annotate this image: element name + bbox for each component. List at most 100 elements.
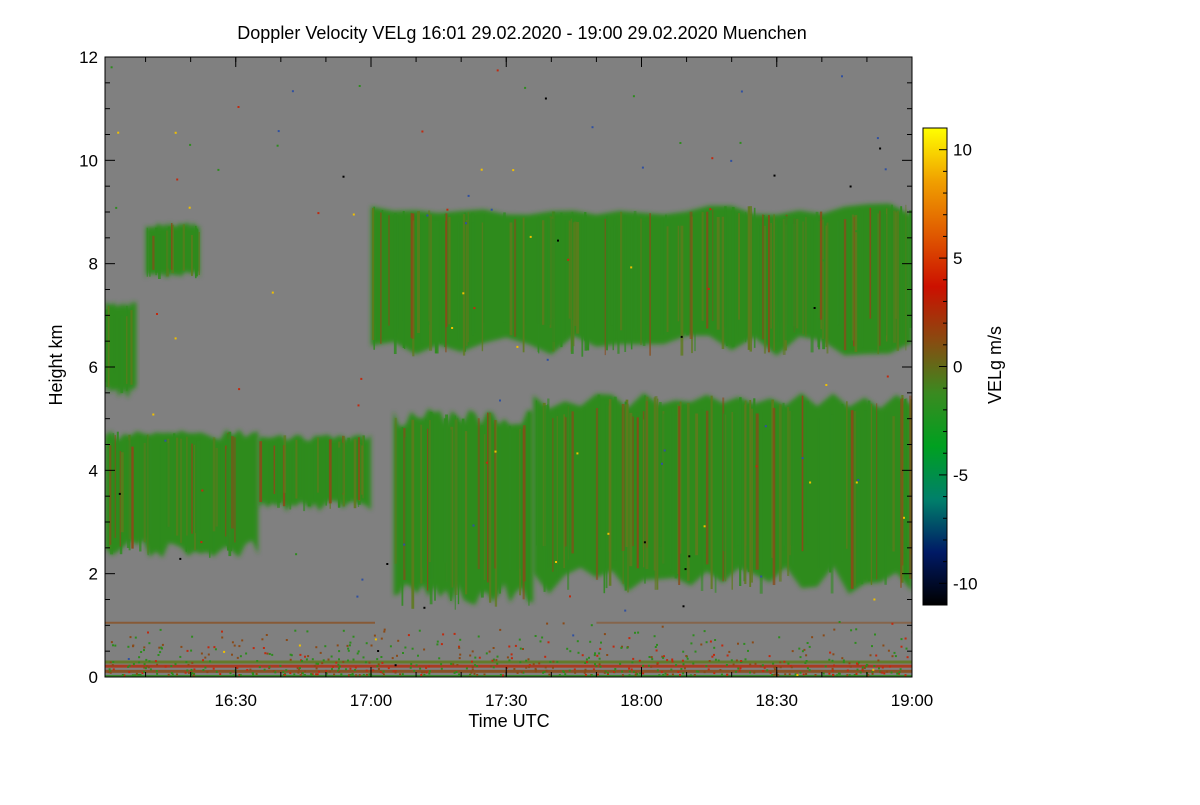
clutter-dot — [534, 670, 537, 673]
clutter-dot — [170, 665, 173, 668]
noise-dot — [115, 206, 118, 209]
echo-streak — [810, 219, 814, 353]
echo-streak — [645, 396, 649, 569]
clutter-dot — [315, 662, 318, 665]
clutter-dot — [138, 656, 141, 659]
clutter-dot — [139, 673, 142, 676]
clutter-dot — [232, 674, 235, 677]
echo-streak — [139, 436, 142, 552]
clutter-dot — [231, 641, 234, 644]
noise-dot — [557, 239, 559, 242]
echo-streak — [209, 439, 211, 558]
clutter-dot — [332, 665, 334, 668]
noise-dot — [403, 543, 406, 546]
clutter-dot — [285, 669, 288, 672]
noise-dot — [872, 668, 875, 671]
clutter-dot — [737, 667, 740, 670]
clutter-dot — [768, 655, 771, 658]
echo-streak — [381, 210, 384, 339]
echo-streak — [118, 318, 120, 388]
clutter-dot — [519, 647, 522, 650]
clutter-dot — [598, 652, 601, 655]
echo-streak — [806, 401, 809, 545]
clutter-dot — [654, 646, 657, 648]
echo-streak — [805, 216, 807, 337]
echo-streak — [120, 452, 124, 533]
y-tick-label: 2 — [89, 565, 98, 584]
echo-streak — [825, 225, 828, 348]
clutter-dot — [261, 638, 264, 641]
clutter-dot — [833, 664, 835, 667]
echo-streak — [584, 215, 587, 351]
plot-area — [104, 56, 913, 678]
clutter-dot — [111, 664, 114, 667]
clutter-dot — [787, 662, 790, 665]
clutter-dot — [863, 667, 866, 669]
clutter-dot — [496, 655, 499, 658]
echo-streak — [886, 208, 888, 342]
clutter-dot — [842, 659, 845, 662]
clutter-dot — [241, 639, 244, 642]
echo-streak — [535, 400, 538, 546]
clutter-dot — [394, 671, 397, 674]
clutter-dot — [651, 658, 654, 661]
echo-streak — [879, 210, 881, 346]
echo-streak — [695, 413, 699, 556]
echo-streak — [784, 216, 788, 341]
clutter-dot — [893, 651, 896, 654]
clutter-dot — [365, 669, 368, 672]
clutter-dot — [574, 671, 577, 674]
echo-streak — [313, 441, 315, 502]
clutter-dot — [376, 658, 379, 661]
noise-dot — [189, 143, 192, 146]
echo-streak — [402, 211, 405, 348]
clutter-dot — [137, 673, 140, 676]
echo-streak — [457, 422, 460, 605]
echo-streak — [905, 398, 908, 547]
clutter-dot — [811, 636, 814, 639]
echo-streak — [568, 220, 571, 319]
clutter-dot — [541, 636, 544, 639]
echo-streak — [909, 395, 912, 579]
noise-dot — [276, 144, 279, 147]
echo-streak — [357, 437, 360, 500]
clutter-dot — [832, 653, 835, 656]
noise-dot — [357, 404, 360, 407]
echo-streak — [793, 215, 797, 334]
clutter-dot — [896, 672, 899, 675]
echo-streak — [612, 219, 614, 351]
echo-streak — [635, 219, 638, 333]
clutter-dot — [590, 624, 593, 627]
clutter-dot — [109, 670, 112, 673]
clutter-dot — [383, 630, 386, 633]
clutter-dot — [630, 668, 633, 671]
clutter-dot — [899, 668, 902, 671]
clutter-dot — [900, 638, 903, 641]
echo-streak — [116, 431, 119, 530]
echo-streak — [640, 218, 642, 345]
clutter-dot — [713, 672, 716, 675]
clutter-dot — [221, 630, 223, 633]
clutter-dot — [675, 664, 678, 667]
y-tick-label: 4 — [89, 461, 98, 480]
echo-streak — [606, 215, 608, 351]
echo-streak — [347, 439, 350, 498]
clutter-dot — [686, 657, 689, 660]
noise-dot — [740, 90, 743, 93]
noise-dot — [179, 557, 182, 560]
noise-dot — [801, 457, 804, 460]
clutter-dot — [628, 674, 631, 677]
clutter-dot — [638, 659, 641, 662]
echo-streak — [556, 416, 558, 565]
clutter-dot — [368, 661, 371, 664]
clutter-dot — [685, 655, 688, 657]
echo-region — [393, 408, 534, 610]
noise-dot — [423, 606, 426, 609]
echo-streak — [665, 216, 667, 337]
echo-streak — [608, 399, 612, 586]
echo-streak — [731, 412, 733, 590]
clutter-dot — [352, 635, 355, 638]
echo-streak — [198, 232, 200, 275]
clutter-dot — [838, 621, 841, 623]
clutter-dot — [833, 628, 836, 631]
